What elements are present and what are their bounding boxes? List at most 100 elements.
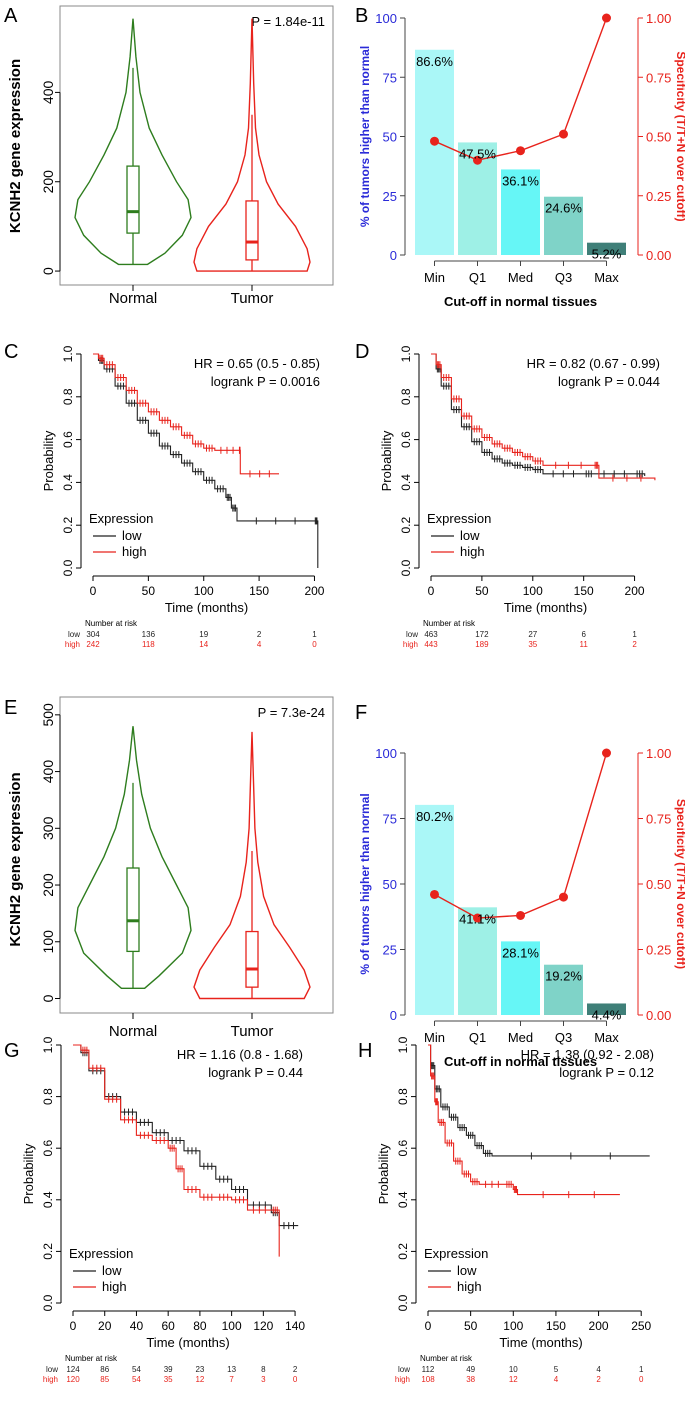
risk-count-high-c: 242	[86, 640, 100, 649]
y-tick-label-f: 100	[375, 746, 397, 761]
y-tick-label-g: 0.4	[41, 1191, 55, 1208]
x-category-label-b: Med	[508, 270, 533, 285]
y-tick-label-a: 200	[40, 170, 56, 194]
y-tick-label-d: 0.8	[399, 388, 413, 405]
box-tumor-a	[245, 200, 259, 261]
risk-table-title-d: Number at risk	[423, 619, 476, 628]
x-tick-label-g: 40	[130, 1319, 144, 1333]
y2-tick-label-f: 0.50	[646, 877, 671, 892]
bar-value-label-b: 24.6%	[545, 201, 582, 216]
violin-normal-a	[74, 18, 192, 266]
x-tick-label-h: 150	[546, 1319, 566, 1333]
panel-letter-g: G	[4, 1040, 20, 1062]
risk-count-low-c: 19	[199, 630, 208, 639]
y-tick-label-d: 0.4	[399, 474, 413, 491]
y-tick-label-b: 100	[375, 11, 397, 26]
risk-count-low-c: 1	[312, 630, 317, 639]
risk-count-low-h: 10	[509, 1365, 518, 1374]
risk-count-high-h: 0	[639, 1375, 644, 1384]
x-tick-label-c: 100	[194, 584, 214, 598]
y-tick-label-h: 0.4	[396, 1191, 410, 1208]
km-curve-low-h	[428, 1044, 650, 1157]
risk-table-title-h: Number at risk	[420, 1354, 473, 1363]
legend-title-d: Expression	[427, 511, 491, 526]
km-curve-high-c	[93, 353, 279, 475]
y-tick-label-e: 0	[40, 994, 56, 1002]
specificity-point-b	[430, 136, 439, 146]
x-category-label-b: Max	[594, 270, 619, 285]
risk-count-low-h: 112	[422, 1365, 435, 1374]
risk-count-high-d: 189	[475, 640, 489, 649]
y-axis-title-c: Probability	[41, 430, 56, 491]
legend-label-low-h: low	[457, 1263, 477, 1278]
x-tick-label-d: 200	[625, 584, 645, 598]
x-tick-label-g: 20	[98, 1319, 112, 1333]
panel-letter-a: A	[4, 5, 18, 27]
bar-value-label-f: 19.2%	[545, 969, 582, 984]
y2-tick-label-f: 0.25	[646, 943, 671, 958]
risk-count-low-d: 27	[528, 630, 537, 639]
x-category-label-a: Normal	[109, 290, 157, 307]
risk-count-high-c: 0	[312, 640, 317, 649]
legend-title-h: Expression	[424, 1246, 488, 1261]
bar-max-f	[587, 1003, 626, 1015]
y-tick-label-a: 400	[40, 81, 56, 105]
y-tick-label-g: 0.8	[41, 1088, 55, 1105]
x-category-label-b: Q3	[555, 270, 572, 285]
panel-letter-e: E	[4, 697, 17, 719]
x-axis-title-f: Cut-off in normal tissues	[444, 1054, 597, 1069]
y-tick-label-e: 500	[40, 703, 56, 727]
risk-count-low-g: 2	[293, 1365, 298, 1374]
bar-q1-f	[458, 907, 497, 1015]
y-tick-label-b: 75	[383, 70, 397, 85]
legend-label-high-h: high	[457, 1279, 482, 1294]
km-curve-high-g	[73, 1044, 280, 1257]
y2-tick-label-b: 0.75	[646, 70, 671, 85]
risk-count-low-g: 8	[261, 1365, 266, 1374]
risk-count-high-c: 14	[199, 640, 208, 649]
x-tick-label-g: 100	[222, 1319, 242, 1333]
box-normal-a	[126, 165, 140, 234]
p-value-label-a: P = 1.84e-11	[251, 14, 325, 29]
y-tick-label-d: 0.0	[399, 559, 413, 576]
y-axis-title-b: % of tumors higher than normal	[358, 46, 372, 227]
x-category-label-b: Min	[424, 270, 445, 285]
legend-title-g: Expression	[69, 1246, 133, 1261]
km-curve-high-h	[428, 1044, 620, 1196]
specificity-point-f	[430, 889, 439, 899]
x-tick-label-h: 200	[589, 1319, 609, 1333]
risk-count-low-h: 5	[554, 1365, 559, 1374]
x-category-label-b: Q1	[469, 270, 486, 285]
legend-title-c: Expression	[89, 511, 153, 526]
y-tick-label-f: 25	[383, 943, 397, 958]
x-tick-label-h: 50	[464, 1319, 478, 1333]
p-value-label-e: P = 7.3e-24	[258, 705, 325, 720]
risk-count-low-h: 1	[639, 1365, 644, 1374]
risk-count-high-g: 54	[132, 1375, 141, 1384]
risk-table-title-g: Number at risk	[65, 1354, 118, 1363]
y-tick-label-d: 0.6	[399, 431, 413, 448]
violin-tumor-a	[193, 18, 311, 272]
x-tick-label-d: 50	[475, 584, 489, 598]
risk-count-low-g: 54	[132, 1365, 141, 1374]
y-tick-label-h: 0.8	[396, 1088, 410, 1105]
x-axis-title-d: Time (months)	[504, 600, 587, 615]
y-axis-title-e: KCNH2 gene expression	[7, 772, 24, 946]
y-tick-label-g: 0.2	[41, 1243, 55, 1260]
x-category-label-e: Normal	[109, 1023, 157, 1040]
y-tick-label-h: 0.6	[396, 1140, 410, 1157]
x-tick-label-c: 50	[142, 584, 156, 598]
y-tick-label-c: 0.8	[61, 388, 75, 405]
risk-row-label-high-g: high	[43, 1375, 58, 1384]
x-axis-title-h: Time (months)	[499, 1335, 582, 1350]
bar-q3-f	[544, 964, 583, 1015]
y-tick-label-c: 0.2	[61, 517, 75, 534]
specificity-point-f	[559, 892, 568, 902]
risk-row-label-low-g: low	[46, 1365, 58, 1374]
y-tick-label-b: 25	[383, 189, 397, 204]
y-tick-label-h: 1.0	[396, 1036, 410, 1053]
y-tick-label-e: 400	[40, 760, 56, 784]
risk-count-low-g: 23	[195, 1365, 204, 1374]
x-axis-title-b: Cut-off in normal tissues	[444, 294, 597, 309]
bar-value-label-b: 36.1%	[502, 173, 539, 188]
